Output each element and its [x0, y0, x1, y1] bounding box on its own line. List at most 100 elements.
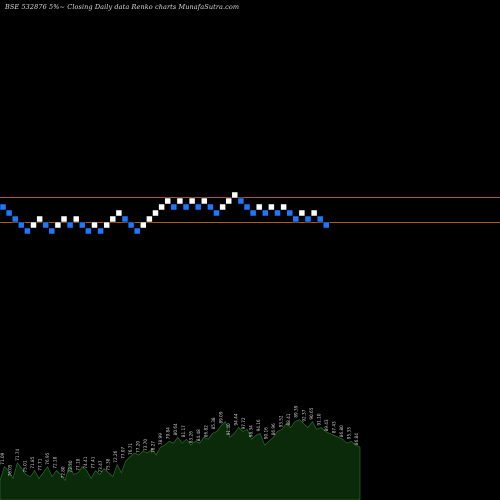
volume-label: 73.30: [68, 460, 73, 472]
renko-brick-up: [60, 215, 68, 223]
volume-label: 71.74: [15, 448, 20, 460]
volume-label: 86.80: [339, 425, 344, 437]
volume-label: 77.20: [136, 441, 141, 453]
renko-brick-down: [262, 209, 269, 217]
renko-brick-down: [0, 203, 7, 211]
renko-brick-down: [182, 203, 190, 211]
renko-brick-down: [304, 215, 312, 223]
renko-brick-up: [310, 209, 318, 217]
renko-brick-down: [97, 227, 104, 235]
volume-label: 86.84: [354, 433, 359, 445]
volume-label: 90.16: [264, 427, 269, 439]
volume-label: 86.82: [203, 425, 208, 437]
volume-label: 77.71: [38, 458, 43, 470]
volume-label: 89.39: [294, 405, 299, 417]
renko-brick-up: [268, 203, 275, 211]
renko-brick-up: [152, 209, 159, 217]
renko-brick-down: [170, 203, 178, 211]
renko-bricks: [0, 191, 330, 235]
volume-label: 88.41: [286, 413, 291, 425]
volume-label: 97.72: [241, 417, 246, 429]
volume-label: 89.43: [324, 419, 329, 431]
volume-label: 72.80: [60, 466, 65, 478]
volume-label: 76.71: [128, 443, 133, 455]
volume-label: 94.44: [234, 413, 239, 425]
volume-label: 74.41: [83, 456, 88, 468]
renko-brick-down: [24, 227, 31, 235]
volume-fill: [0, 419, 361, 500]
volume-label: 75.38: [105, 458, 110, 470]
volume-label: 91.10: [316, 413, 321, 425]
volume-label: 92.37: [301, 409, 306, 421]
renko-brick-down: [292, 215, 300, 223]
renko-brick-up: [176, 197, 184, 205]
renko-brick-up: [164, 197, 171, 205]
renko-brick-up: [115, 209, 123, 217]
volume-label: 81.17: [181, 425, 186, 437]
renko-brick-up: [255, 203, 263, 211]
volume-label: 89.09: [218, 411, 223, 423]
renko-brick-down: [66, 221, 74, 229]
volume-label: 78.99: [158, 433, 163, 445]
renko-brick-up: [109, 215, 117, 223]
renko-brick-down: [274, 209, 281, 217]
volume-area: [0, 419, 361, 500]
volume-label: 75.01: [23, 460, 28, 472]
renko-brick-down: [207, 203, 214, 211]
volume-label: 73.47: [98, 460, 103, 472]
renko-brick-up: [140, 221, 147, 229]
volume-label: 87.43: [331, 421, 336, 433]
volume-label: 85.38: [211, 417, 216, 429]
volume-label: 72.26: [113, 450, 118, 462]
renko-brick-down: [213, 209, 220, 217]
volume-label: 71.09: [0, 452, 5, 464]
volume-label: 77.07: [121, 446, 126, 458]
volume-label: 94.16: [256, 419, 261, 431]
renko-brick-down: [48, 227, 56, 235]
renko-brick-down: [79, 221, 86, 229]
renko-brick-down: [323, 221, 330, 229]
volume-label: 73.70: [143, 439, 148, 451]
renko-brick-up: [146, 215, 153, 223]
renko-brick-up: [188, 197, 196, 205]
renko-brick-down: [243, 203, 251, 211]
volume-label: 83.26: [188, 431, 193, 443]
renko-brick-down: [127, 221, 135, 229]
renko-brick-down: [133, 227, 141, 235]
renko-brick-down: [237, 197, 245, 205]
renko-brick-up: [298, 209, 306, 217]
volume-label: 76.05: [8, 464, 13, 476]
renko-brick-up: [158, 203, 165, 211]
volume-label: 95.33: [347, 427, 352, 439]
volume-label: 84.48: [196, 429, 201, 441]
renko-brick-down: [11, 215, 19, 223]
volume-label: 90.65: [309, 407, 314, 419]
renko-brick-down: [316, 215, 324, 223]
volume-label: 77.18: [75, 458, 80, 470]
renko-brick-down: [194, 203, 202, 211]
renko-brick-down: [42, 221, 49, 229]
renko-brick-up: [54, 221, 62, 229]
renko-brick-up: [91, 221, 98, 229]
volume-label: 76.95: [45, 452, 50, 464]
renko-brick-up: [36, 215, 43, 223]
volume-label: 71.85: [30, 456, 35, 468]
volume-label: 93.52: [279, 415, 284, 427]
renko-brick-down: [121, 215, 129, 223]
volume-label: 77.41: [90, 456, 95, 468]
renko-brick-up: [219, 203, 226, 211]
volume-label: 98.34: [249, 425, 254, 437]
renko-brick-down: [286, 209, 293, 217]
renko-brick-down: [5, 209, 13, 217]
renko-brick-down: [85, 227, 92, 235]
renko-brick-up: [30, 221, 37, 229]
renko-brick-down: [249, 209, 257, 217]
renko-brick-up: [231, 191, 239, 199]
renko-brick-up: [201, 197, 208, 205]
volume-label: 86.96: [271, 423, 276, 435]
renko-brick-up: [225, 197, 232, 205]
volume-label: 78.27: [151, 441, 156, 453]
chart-title: BSE 532876 5%~ Closing Daily data Renko …: [5, 3, 240, 11]
